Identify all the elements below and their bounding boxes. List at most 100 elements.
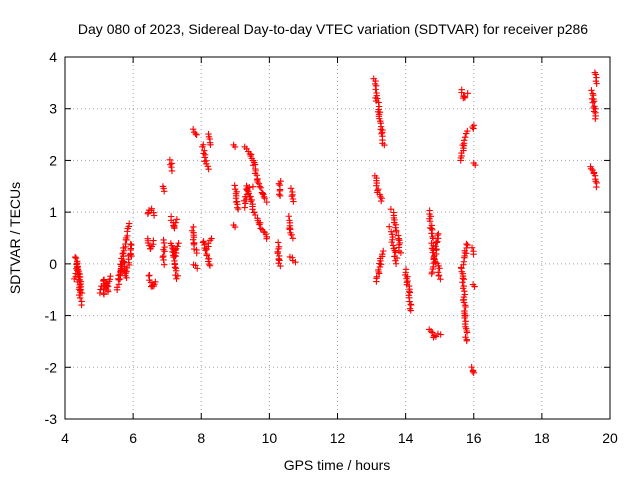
y-tick-label: 2 — [49, 152, 57, 168]
data-point — [470, 125, 477, 132]
data-point — [206, 260, 213, 268]
data-point — [259, 190, 266, 197]
data-point — [386, 223, 393, 230]
data-point — [388, 231, 396, 238]
x-tick-label: 20 — [602, 430, 618, 446]
data-point — [392, 257, 399, 264]
data-point — [168, 167, 176, 175]
data-point — [429, 226, 436, 234]
data-point — [75, 267, 82, 275]
data-point — [171, 252, 179, 259]
data-point — [376, 260, 383, 267]
data-point — [468, 363, 475, 371]
data-point — [201, 147, 208, 154]
data-point — [152, 278, 159, 286]
data-point — [392, 249, 399, 256]
data-point — [256, 183, 263, 190]
data-point — [104, 288, 112, 295]
data-point — [193, 131, 200, 138]
data-point — [472, 161, 479, 169]
data-point — [377, 193, 384, 201]
data-point — [433, 245, 440, 253]
data-point — [464, 90, 471, 97]
data-point — [464, 127, 471, 135]
data-point — [107, 273, 114, 280]
data-point — [372, 86, 379, 93]
data-point — [189, 125, 197, 133]
data-point — [276, 257, 283, 264]
data-point — [244, 184, 251, 192]
data-point — [172, 219, 179, 226]
data-point — [253, 176, 261, 184]
y-tick-label: 0 — [49, 256, 57, 272]
data-point — [172, 246, 179, 254]
data-point — [374, 186, 382, 193]
plot-frame — [64, 56, 611, 420]
data-point — [592, 115, 599, 122]
data-point — [205, 166, 212, 173]
data-point — [231, 223, 239, 231]
data-point — [437, 331, 444, 338]
y-tick-label: 1 — [49, 204, 57, 220]
data-point — [286, 226, 293, 233]
data-point — [172, 267, 180, 275]
data-point — [392, 260, 400, 267]
data-point — [404, 277, 411, 285]
data-point — [257, 184, 265, 192]
data-point — [461, 134, 469, 141]
data-point — [464, 241, 471, 249]
data-point — [192, 130, 199, 138]
data-point — [125, 220, 133, 227]
data-point — [76, 294, 84, 302]
data-point — [261, 194, 268, 202]
data-point — [160, 256, 167, 264]
data-point — [379, 251, 386, 258]
data-point — [263, 235, 270, 242]
x-tick-label: 10 — [262, 430, 278, 446]
data-point — [202, 247, 209, 254]
data-point — [120, 258, 128, 265]
data-point — [246, 184, 253, 191]
data-point — [206, 262, 214, 269]
data-point — [470, 250, 477, 258]
data-point — [434, 232, 441, 239]
data-point — [463, 240, 470, 248]
data-point — [372, 82, 380, 90]
data-point — [150, 237, 157, 244]
x-tick-label: 8 — [197, 430, 205, 446]
x-tick-label: 4 — [61, 430, 69, 446]
data-point — [174, 243, 181, 250]
data-point — [208, 235, 215, 242]
data-point — [290, 198, 297, 205]
data-point — [430, 256, 437, 263]
data-point — [387, 206, 395, 213]
y-tick-label: -3 — [45, 411, 58, 427]
x-tick-label: 14 — [398, 430, 414, 446]
data-point — [458, 89, 465, 96]
data-point — [78, 289, 86, 297]
data-point — [462, 303, 469, 311]
data-point — [292, 259, 299, 266]
data-point — [437, 276, 444, 283]
data-point — [128, 252, 135, 260]
y-tick-label: -2 — [45, 359, 58, 375]
data-point — [373, 182, 380, 189]
data-point — [161, 261, 168, 268]
data-point — [593, 80, 600, 87]
data-point — [117, 268, 124, 276]
data-point — [468, 244, 476, 251]
data-point — [255, 180, 263, 187]
y-axis-label: SDTVAR / TECUs — [7, 182, 23, 294]
data-point — [275, 245, 282, 253]
y-tick-label: -1 — [45, 308, 58, 324]
data-point — [406, 289, 414, 296]
data-point — [463, 329, 471, 336]
data-point — [434, 330, 442, 338]
data-point — [461, 287, 468, 295]
data-point — [587, 165, 595, 173]
data-point — [77, 286, 84, 293]
data-point — [285, 213, 293, 220]
data-point — [190, 236, 197, 243]
data-point — [275, 180, 283, 187]
data-point — [241, 204, 248, 211]
